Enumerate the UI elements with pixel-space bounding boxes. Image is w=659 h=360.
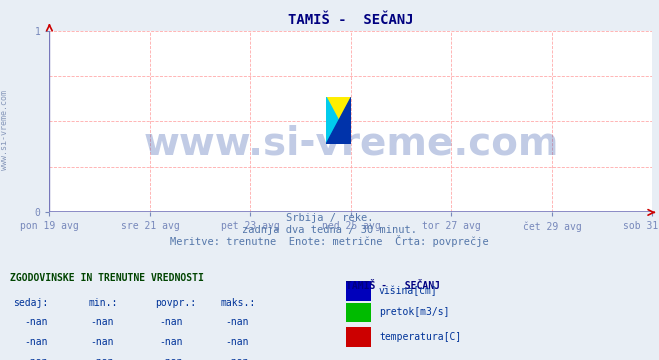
Text: -nan: -nan bbox=[90, 337, 114, 347]
Text: -nan: -nan bbox=[24, 318, 48, 328]
Text: -nan: -nan bbox=[90, 357, 114, 360]
Polygon shape bbox=[326, 97, 351, 144]
Text: www.si-vreme.com: www.si-vreme.com bbox=[143, 124, 559, 162]
Bar bbox=[346, 302, 371, 323]
Text: -nan: -nan bbox=[24, 337, 48, 347]
Text: -nan: -nan bbox=[225, 357, 249, 360]
Text: -nan: -nan bbox=[225, 337, 249, 347]
Bar bbox=[346, 281, 371, 301]
Text: zadnja dva tedna / 30 minut.: zadnja dva tedna / 30 minut. bbox=[242, 225, 417, 235]
Polygon shape bbox=[326, 97, 351, 144]
Text: temperatura[C]: temperatura[C] bbox=[379, 332, 461, 342]
Text: Meritve: trenutne  Enote: metrične  Črta: povprečje: Meritve: trenutne Enote: metrične Črta: … bbox=[170, 235, 489, 247]
Bar bbox=[346, 327, 371, 347]
Text: -nan: -nan bbox=[24, 357, 48, 360]
Text: sedaj:: sedaj: bbox=[13, 298, 48, 308]
Polygon shape bbox=[326, 97, 351, 144]
Text: -nan: -nan bbox=[90, 318, 114, 328]
Text: TAMIŠ -   SEČANJ: TAMIŠ - SEČANJ bbox=[346, 281, 440, 291]
Text: povpr.:: povpr.: bbox=[155, 298, 196, 308]
Text: maks.:: maks.: bbox=[221, 298, 256, 308]
Text: ZGODOVINSKE IN TRENUTNE VREDNOSTI: ZGODOVINSKE IN TRENUTNE VREDNOSTI bbox=[10, 273, 204, 283]
Text: -nan: -nan bbox=[159, 318, 183, 328]
Text: -nan: -nan bbox=[159, 357, 183, 360]
Text: www.si-vreme.com: www.si-vreme.com bbox=[0, 90, 9, 170]
Text: -nan: -nan bbox=[225, 318, 249, 328]
Text: višina[cm]: višina[cm] bbox=[379, 285, 438, 296]
Text: Srbija / reke.: Srbija / reke. bbox=[286, 213, 373, 224]
Text: -nan: -nan bbox=[159, 337, 183, 347]
Text: min.:: min.: bbox=[89, 298, 119, 308]
Title: TAMIŠ -  SEČANJ: TAMIŠ - SEČANJ bbox=[288, 13, 414, 27]
Text: pretok[m3/s]: pretok[m3/s] bbox=[379, 307, 449, 318]
